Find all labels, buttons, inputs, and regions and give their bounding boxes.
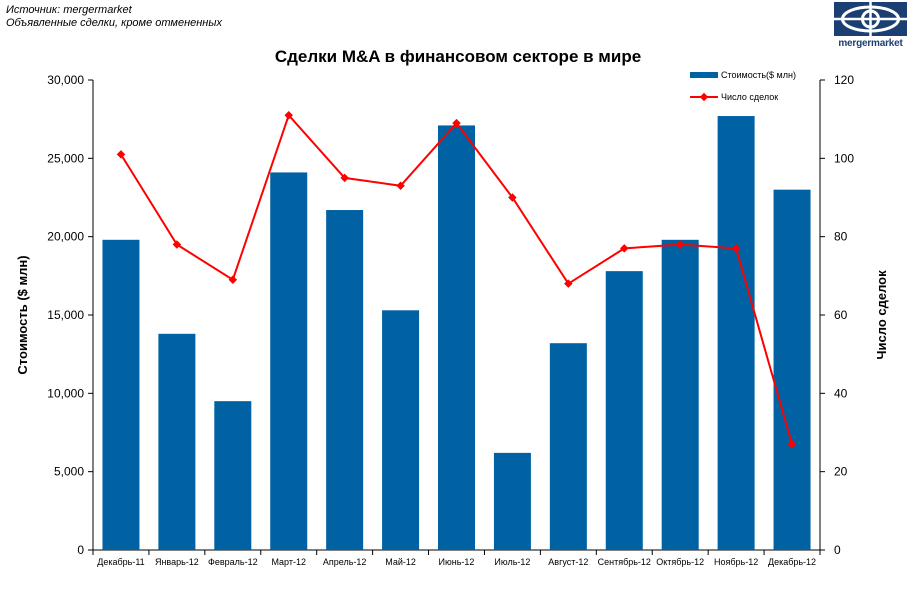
- y-tick-label: 30,000: [47, 73, 84, 87]
- mergermarket-logo: mergermarket: [834, 2, 907, 52]
- legend-bar-swatch: [690, 72, 718, 78]
- bar: [549, 343, 587, 550]
- y-tick-label: 5,000: [54, 465, 84, 479]
- y2-tick-label: 20: [834, 465, 848, 479]
- bar: [717, 116, 755, 551]
- logo-wordmark: mergermarket: [838, 38, 903, 49]
- line-point: [452, 118, 461, 128]
- x-tick-label: Март-12: [271, 557, 306, 567]
- bar: [102, 239, 140, 551]
- line-point: [284, 111, 293, 120]
- x-tick-label: Май-12: [385, 557, 416, 567]
- x-tick-label: Июль-12: [494, 557, 530, 567]
- bar: [493, 452, 531, 550]
- x-tick-label: Октябрь-12: [656, 557, 704, 567]
- y2-tick-label: 60: [834, 308, 848, 322]
- x-tick-label: Декабрь-12: [768, 557, 816, 567]
- bar: [270, 172, 308, 550]
- line-point: [228, 275, 238, 284]
- bar: [661, 239, 699, 551]
- x-tick-label: Январь-12: [155, 557, 199, 567]
- bar: [326, 210, 364, 551]
- bar: [773, 189, 811, 550]
- chart-title: Сделки M&A в финансовом секторе в мире: [275, 47, 641, 66]
- source-subtitle: Объявленные сделки, кроме отмененных: [6, 17, 222, 29]
- legend-label: Стоимость($ млн): [721, 70, 796, 80]
- y-tick-label: 25,000: [47, 151, 84, 165]
- x-tick-label: Ноябрь-12: [714, 557, 758, 567]
- y-tick-label: 20,000: [47, 230, 84, 244]
- legend-line-marker: [699, 92, 709, 102]
- bar: [438, 125, 475, 550]
- x-tick-label: Июнь-12: [439, 557, 475, 567]
- line-point: [172, 240, 182, 249]
- line-point: [508, 193, 517, 202]
- y2-tick-label: 40: [834, 386, 848, 400]
- chart-legend: Стоимость($ млн) Число сделок: [690, 70, 796, 102]
- line-point: [787, 440, 797, 449]
- legend-label: Число сделок: [721, 92, 778, 102]
- x-tick-label: Август-12: [548, 557, 588, 567]
- line-point: [116, 150, 126, 159]
- x-tick-label: Апрель-12: [323, 557, 367, 567]
- y-tick-label: 0: [77, 543, 84, 557]
- y2-tick-label: 80: [834, 230, 848, 244]
- y2-axis-label: Число сделок: [874, 270, 889, 360]
- eye-logo-icon: [834, 2, 907, 36]
- source-line: Источник: mergermarket: [6, 4, 132, 16]
- y2-tick-label: 100: [834, 151, 854, 165]
- y-tick-label: 10,000: [47, 386, 84, 400]
- y2-tick-label: 0: [834, 543, 841, 557]
- x-tick-label: Декабрь-11: [97, 557, 144, 567]
- source-note: Источник: mergermarket Объявленные сделк…: [6, 4, 222, 30]
- x-tick-label: Февраль-12: [208, 557, 258, 567]
- bar: [214, 401, 252, 550]
- line-point: [396, 181, 405, 190]
- y-axis-label: Стоимость ($ млн): [15, 255, 30, 374]
- bar: [605, 271, 643, 550]
- line-point: [564, 279, 573, 288]
- x-tick-label: Сентябрь-12: [598, 557, 651, 567]
- bar: [158, 333, 196, 550]
- y2-tick-label: 120: [834, 73, 854, 87]
- bar: [382, 310, 420, 550]
- y-tick-label: 15,000: [47, 308, 84, 322]
- bar-series: [102, 116, 811, 551]
- line-point: [340, 173, 349, 183]
